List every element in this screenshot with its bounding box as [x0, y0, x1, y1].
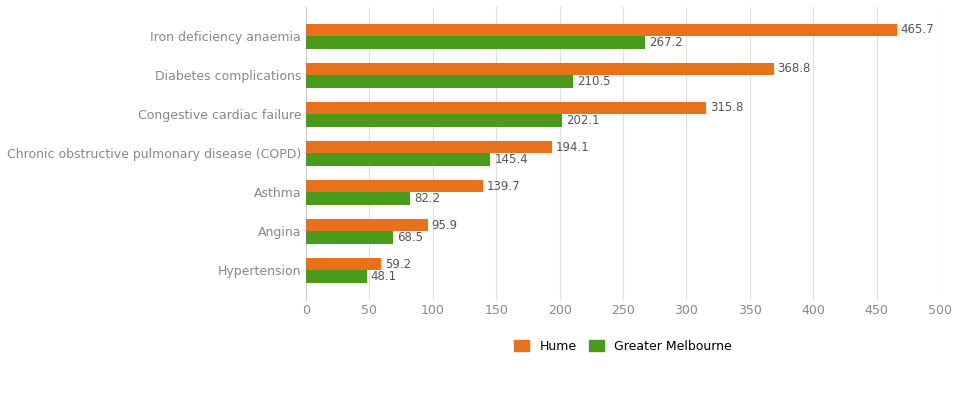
Text: 48.1: 48.1 — [371, 270, 397, 283]
Bar — [306, 192, 410, 205]
Bar — [306, 75, 573, 88]
Text: 368.8: 368.8 — [778, 62, 811, 76]
Text: 194.1: 194.1 — [556, 140, 590, 154]
Bar — [306, 258, 381, 270]
Bar — [306, 153, 490, 166]
Bar — [306, 63, 774, 75]
Bar — [306, 102, 707, 114]
Bar — [306, 114, 562, 127]
Bar — [306, 24, 897, 36]
Bar — [306, 219, 428, 231]
Text: 267.2: 267.2 — [648, 36, 683, 49]
Text: 95.9: 95.9 — [432, 218, 457, 232]
Bar — [306, 231, 393, 244]
Text: 139.7: 139.7 — [487, 180, 521, 192]
Text: 465.7: 465.7 — [901, 24, 934, 36]
Bar — [306, 270, 367, 283]
Text: 82.2: 82.2 — [414, 192, 440, 205]
Text: 315.8: 315.8 — [711, 102, 743, 114]
Text: 202.1: 202.1 — [566, 114, 599, 127]
Bar — [306, 36, 644, 49]
Text: 145.4: 145.4 — [494, 153, 527, 166]
Text: 210.5: 210.5 — [576, 75, 610, 88]
Legend: Hume, Greater Melbourne: Hume, Greater Melbourne — [509, 335, 737, 358]
Bar — [306, 141, 552, 153]
Text: 68.5: 68.5 — [397, 231, 423, 244]
Bar — [306, 180, 483, 192]
Text: 59.2: 59.2 — [385, 258, 411, 270]
